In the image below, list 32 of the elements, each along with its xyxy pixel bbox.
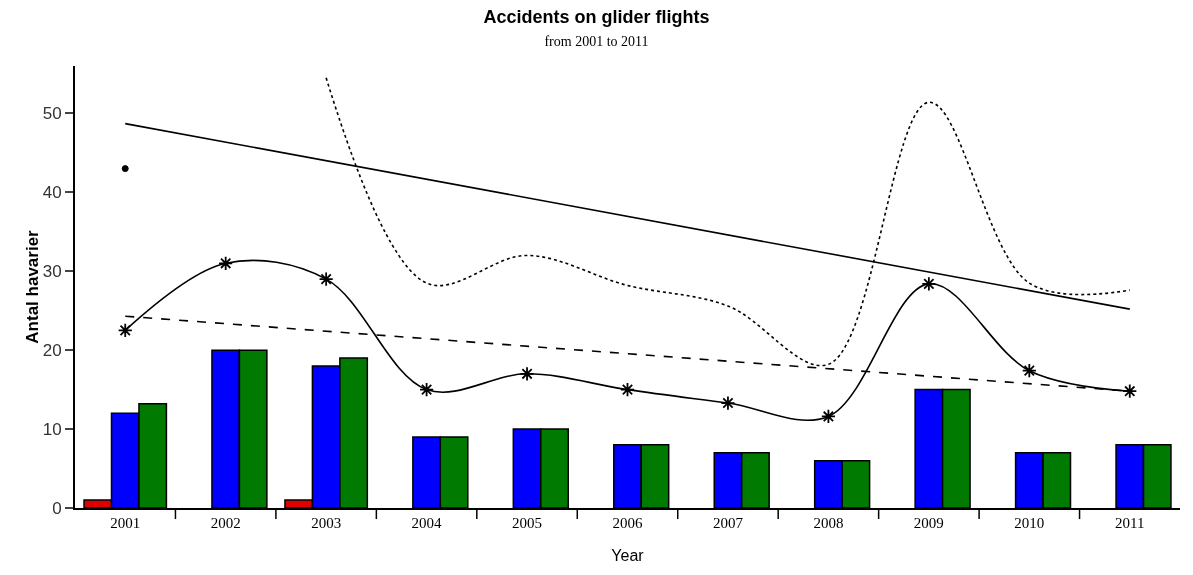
x-tick-label: 2007 [712,515,744,531]
y-tick-label: 30 [42,262,62,282]
chart-title: Accidents on glider flights [483,7,710,27]
point [620,382,635,398]
x-tick-label: 2011 [1115,515,1145,531]
chart-subtitle: from 2001 to 2011 [544,34,649,50]
x-tick-label: 2009 [913,515,944,531]
x-tick-label: 2005 [512,515,543,531]
point [117,322,133,338]
point [218,255,234,271]
point [921,276,937,292]
x-axis-title: Year [611,547,645,565]
y-tick-label: 50 [42,104,62,124]
point [720,395,736,411]
x-tick-label: 2008 [813,515,844,531]
x-tick-label: 2010 [1014,515,1045,531]
x-tick-label: 2002 [210,515,241,531]
point [419,382,435,398]
x-tick-label: 2001 [110,515,141,531]
y-tick-label: 10 [42,420,62,440]
y-axis-title: Antal havarier [22,229,42,344]
y-tick-label: 20 [42,341,62,361]
point [519,366,535,382]
x-tick-label: 2004 [411,515,443,531]
point [1122,383,1138,399]
point [820,408,836,424]
y-tick-label: 40 [42,183,62,203]
point [1021,363,1037,379]
x-tick-label: 2006 [612,515,643,531]
y-tick-label: 0 [52,498,62,518]
x-tick-label: 2003 [311,515,342,531]
point [318,271,334,287]
